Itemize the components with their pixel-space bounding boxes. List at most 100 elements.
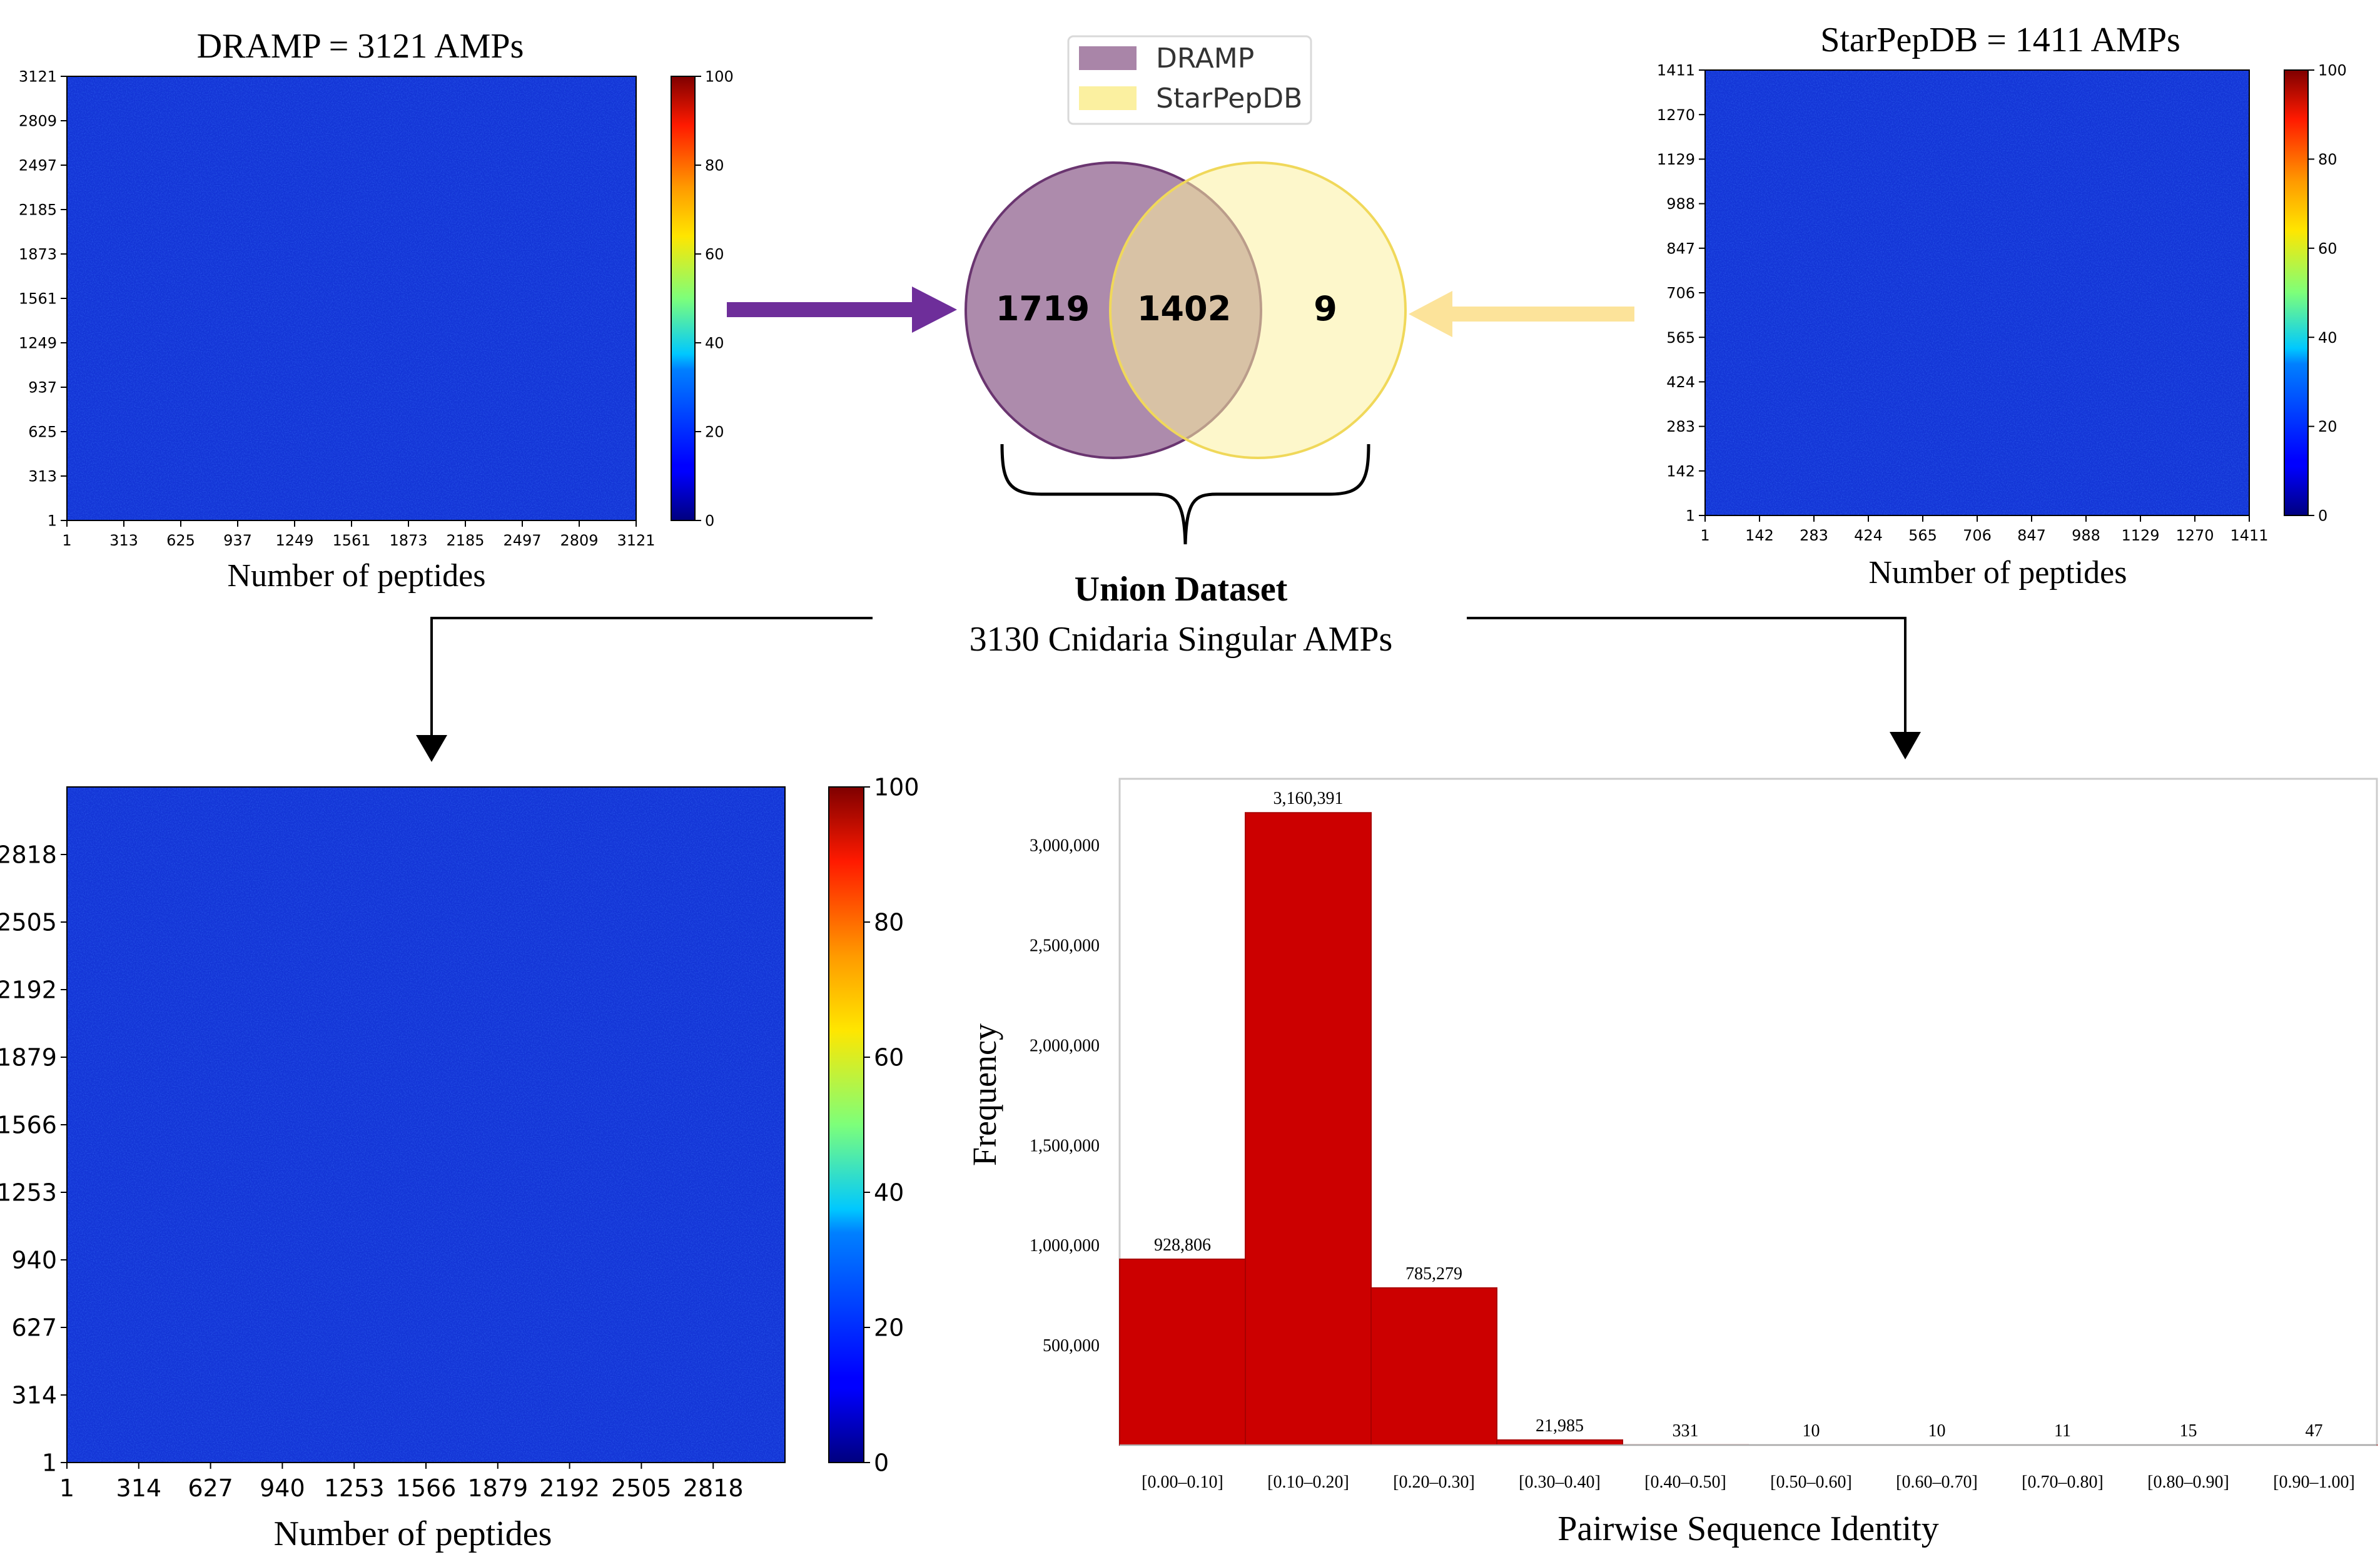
colorbar-tick-label: 80 <box>874 909 904 936</box>
x-tick-label: 3121 <box>617 532 655 549</box>
x-tick-label: 1411 <box>2230 527 2268 544</box>
colorbar-tick-label: 80 <box>705 157 724 175</box>
histogram-y-ticks: 500,000 1,000,000 1,500,000 2,000,000 2,500,… <box>1030 836 1100 1356</box>
starpep-colorbar: 0 20 40 60 80 100 <box>2284 62 2347 525</box>
y-tick-label: 1 <box>42 1449 57 1477</box>
x-tick-label: 314 <box>116 1474 162 1502</box>
histogram-bars: 928,806 3,160,391 785,279 21,985 331 10 10 11 15… <box>1119 789 2377 1446</box>
y-tick-label: 627 <box>11 1314 57 1342</box>
x-tick-label: 1249 <box>275 532 313 549</box>
union-dataset-subtitle: 3130 Cnidaria Singular AMPs <box>970 620 1393 659</box>
y-tick-label: 1561 <box>19 290 57 308</box>
histogram-category-label: [0.20–0.30] <box>1393 1473 1475 1492</box>
histogram-category-label: [0.00–0.10] <box>1142 1473 1223 1492</box>
venn-diagram: DRAMP StarPepDB 1719 1402 9 <box>965 35 1407 545</box>
venn-count-dramp-only: 1719 <box>996 289 1090 328</box>
union-x-ticks: 1 314 627 940 1253 1566 1879 2192 2505 2818 <box>59 1463 744 1502</box>
x-tick-label: 1873 <box>389 532 427 549</box>
histogram-bar-value-label: 15 <box>2180 1421 2197 1441</box>
colorbar-tick-label: 40 <box>874 1179 904 1207</box>
y-tick-label: 283 <box>1666 418 1695 435</box>
starpep-y-ticks: 1 142 283 424 565 706 847 988 1129 1270 1411 <box>1657 62 1705 525</box>
y-tick-label: 314 <box>11 1382 57 1409</box>
histogram-y-tick-label: 2,500,000 <box>1030 936 1100 955</box>
colorbar-tick-label: 20 <box>705 423 724 441</box>
x-tick-label: 424 <box>1854 527 1883 544</box>
x-tick-label: 565 <box>1908 527 1937 544</box>
y-tick-label: 1270 <box>1657 106 1695 124</box>
union-colorbar-gradient <box>828 786 864 1463</box>
venn-count-starpepdb-only: 9 <box>1314 289 1337 328</box>
y-tick-label: 1879 <box>0 1044 57 1072</box>
x-tick-label: 2192 <box>539 1474 600 1502</box>
x-tick-label: 1129 <box>2121 527 2159 544</box>
colorbar-tick-label: 40 <box>705 335 724 352</box>
histogram-bar <box>1119 1258 1246 1446</box>
x-tick-label: 2505 <box>611 1474 672 1502</box>
colorbar-tick-label: 100 <box>2318 62 2347 79</box>
arrow-starpepdb-head <box>1409 291 1452 337</box>
colorbar-tick-label: 100 <box>705 68 734 86</box>
y-tick-label: 1253 <box>0 1179 57 1207</box>
histogram-bar-value-label: 331 <box>1673 1421 1699 1441</box>
y-tick-label: 1411 <box>1657 62 1695 79</box>
histogram-y-axis-label: Frequency <box>966 1023 1003 1166</box>
histogram-x-axis-label: Pairwise Sequence Identity <box>1557 1509 1939 1548</box>
legend-label-dramp: DRAMP <box>1156 43 1254 74</box>
colorbar-tick-label: 0 <box>705 512 714 530</box>
union-brace <box>1000 444 1370 545</box>
histogram-category-label: [0.50–0.60] <box>1770 1473 1852 1492</box>
y-tick-label: 1 <box>1686 507 1695 525</box>
y-tick-label: 2497 <box>19 157 57 175</box>
histogram-category-label: [0.30–0.40] <box>1519 1473 1601 1492</box>
x-tick-label: 988 <box>2072 527 2100 544</box>
union-heatmap-panel: 1 314 627 940 1253 1566 1879 2192 2505 2818 1 314 6… <box>0 774 919 1553</box>
x-tick-label: 940 <box>260 1474 305 1502</box>
colorbar-tick-label: 20 <box>874 1314 904 1342</box>
x-tick-label: 283 <box>1800 527 1828 544</box>
x-tick-label: 937 <box>223 532 252 549</box>
union-heatmap-texture-dark <box>67 787 785 1463</box>
flow-arrow-left-line <box>430 617 873 738</box>
venn-count-intersection: 1402 <box>1137 289 1231 328</box>
y-tick-label: 1873 <box>19 246 57 263</box>
histogram-bar-value-label: 928,806 <box>1154 1235 1211 1255</box>
venn-circle-starpepdb <box>1109 161 1407 459</box>
histogram-y-tick-label: 3,000,000 <box>1030 836 1100 856</box>
y-tick-label: 706 <box>1666 285 1695 302</box>
y-tick-label: 424 <box>1666 373 1695 391</box>
x-tick-label: 1270 <box>2175 527 2214 544</box>
histogram-category-label: [0.40–0.50] <box>1644 1473 1726 1492</box>
colorbar-tick-label: 40 <box>2318 329 2337 347</box>
starpep-heatmap-panel: StarPepDB = 1411 AMPs 1 142 283 424 565 706 84… <box>1657 21 2347 591</box>
y-tick-label: 847 <box>1666 240 1695 257</box>
x-tick-label: 1 <box>1700 527 1709 544</box>
dramp-colorbar: 0 20 40 60 80 100 <box>671 68 734 530</box>
y-tick-label: 2185 <box>19 201 57 219</box>
arrow-dramp-shaft <box>727 302 914 317</box>
starpep-heatmap-title: StarPepDB = 1411 AMPs <box>1820 21 2180 59</box>
histogram-y-tick-label: 500,000 <box>1043 1336 1100 1356</box>
y-tick-label: 1566 <box>0 1112 57 1139</box>
x-tick-label: 2818 <box>683 1474 744 1502</box>
histogram-category-label: [0.80–0.90] <box>2147 1473 2229 1492</box>
starpep-colorbar-ticks: 0 20 40 60 80 100 <box>2308 62 2347 525</box>
y-tick-label: 937 <box>28 379 57 397</box>
histogram-y-tick-label: 1,000,000 <box>1030 1236 1100 1255</box>
x-tick-label: 313 <box>109 532 138 549</box>
starpep-x-ticks: 1 142 283 424 565 706 847 988 1129 1270 1411 <box>1700 515 2269 544</box>
histogram-y-tick-label: 2,000,000 <box>1030 1036 1100 1055</box>
y-tick-label: 3121 <box>19 68 57 86</box>
y-tick-label: 1129 <box>1657 151 1695 168</box>
colorbar-tick-label: 60 <box>874 1044 904 1072</box>
union-x-axis-label: Number of peptides <box>274 1514 552 1553</box>
legend-swatch-dramp <box>1079 46 1137 70</box>
histogram-bar-value-label: 785,279 <box>1405 1264 1462 1284</box>
dramp-x-ticks: 1 313 625 937 1249 1561 1873 2185 2497 2809 3121 <box>62 520 656 549</box>
flow-arrow-right-line <box>1467 617 1907 732</box>
colorbar-tick-label: 0 <box>874 1449 889 1477</box>
colorbar-tick-label: 100 <box>874 774 919 801</box>
y-tick-label: 2192 <box>0 976 57 1004</box>
